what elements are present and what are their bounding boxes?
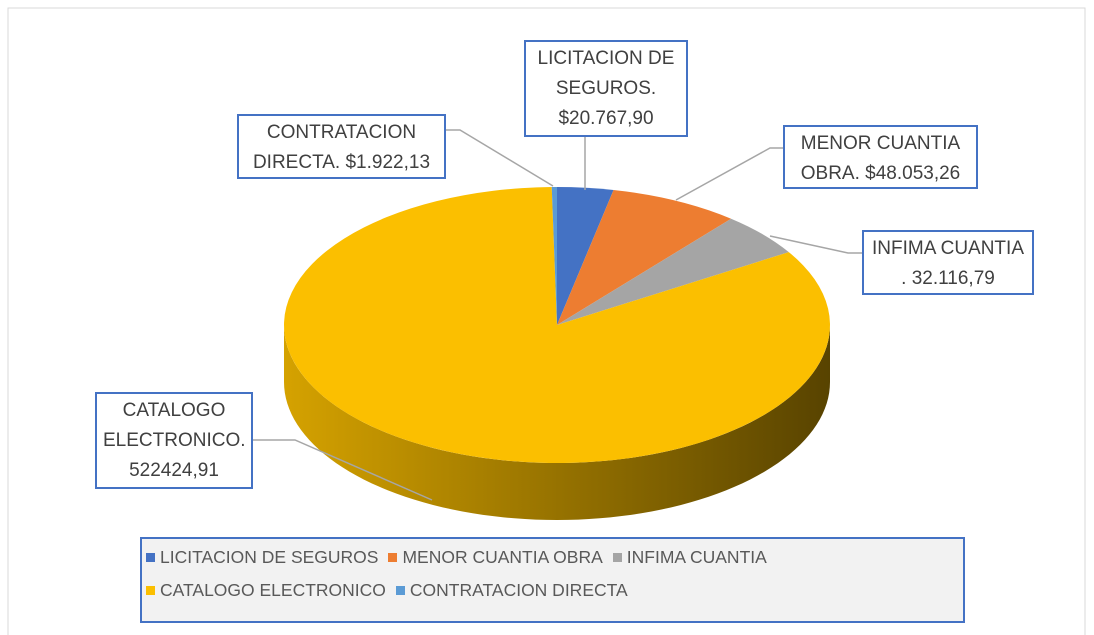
legend-label: LICITACION DE SEGUROS (160, 547, 379, 567)
data-label: LICITACION DE SEGUROS. $20.767,90 (524, 40, 688, 137)
data-label: CATALOGO ELECTRONICO. 522424,91 (95, 392, 253, 489)
legend-label: CATALOGO ELECTRONICO (160, 580, 386, 600)
legend: LICITACION DE SEGUROS MENOR CUANTIA OBRA I… (140, 537, 965, 623)
pie-side (284, 325, 830, 520)
legend-label: CONTRATACION DIRECTA (409, 580, 628, 600)
legend-item: INFIMA CUANTIA (612, 547, 767, 568)
legend-swatch (395, 586, 405, 595)
legend-label: MENOR CUANTIA OBRA (402, 547, 603, 567)
leader-line (253, 439, 433, 501)
pie-slice (557, 189, 732, 325)
pie-slice (284, 187, 831, 463)
legend-swatch (388, 553, 398, 562)
leader-line (675, 147, 783, 201)
legend-item: LICITACION DE SEGUROS (146, 547, 378, 568)
legend-item: CONTRATACION DIRECTA (395, 580, 628, 601)
leader-line (769, 235, 862, 254)
pie-slice (551, 187, 557, 325)
legend-items: LICITACION DE SEGUROS MENOR CUANTIA OBRA I… (146, 547, 906, 601)
legend-item: CATALOGO ELECTRONICO (146, 580, 386, 601)
legend-swatch (612, 553, 622, 562)
leader-line (446, 129, 554, 187)
data-label: MENOR CUANTIA OBRA. $48.053,26 (783, 125, 978, 189)
pie-slice (557, 218, 789, 325)
chart-border (7, 7, 1086, 635)
data-label: INFIMA CUANTIA . 32.116,79 (862, 230, 1034, 295)
pie-slice (557, 187, 614, 325)
legend-label: INFIMA CUANTIA (626, 547, 767, 567)
data-label: CONTRATACION DIRECTA. $1.922,13 (237, 114, 446, 179)
legend-swatch (146, 553, 155, 562)
legend-swatch (146, 586, 155, 595)
legend-item: MENOR CUANTIA OBRA (388, 547, 603, 568)
